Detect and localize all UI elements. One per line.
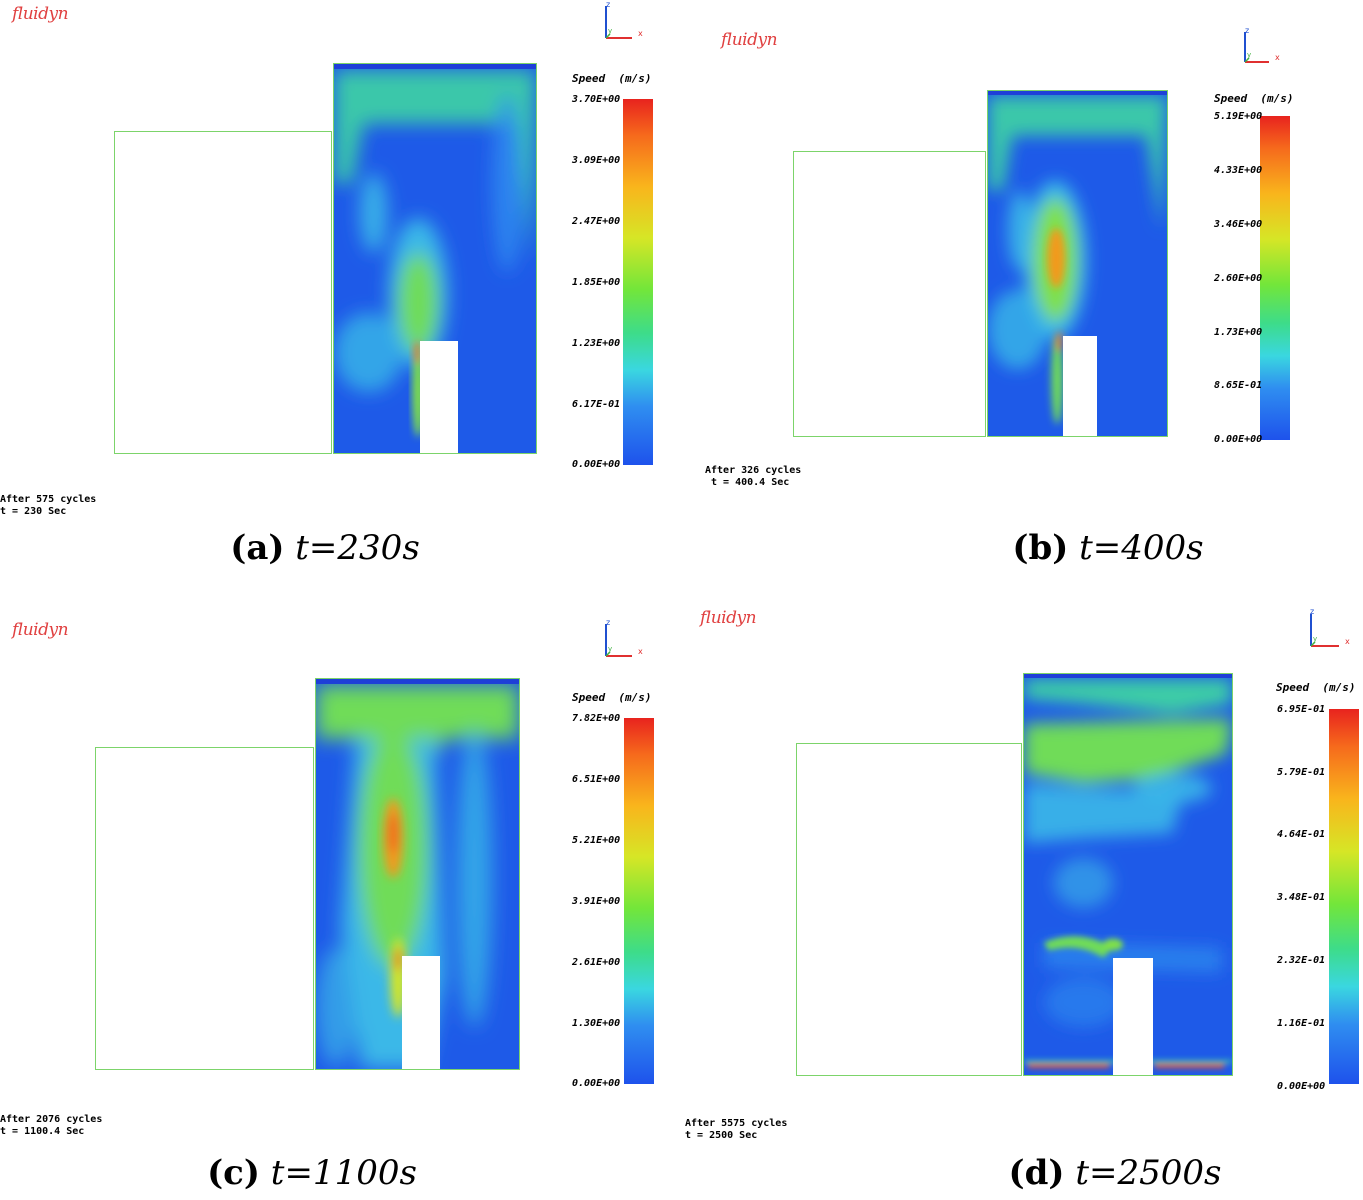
caption-label: (a) [230, 528, 285, 568]
cycles-info: After 2076 cycles [0, 1114, 103, 1125]
colorbar-tick: 0.00E+00 [572, 1078, 621, 1089]
speed-contour-field [987, 90, 1168, 437]
upwind-building-outline [793, 151, 986, 437]
z-axis-label: z [606, 618, 610, 627]
colorbar-tick: 6.17E-01 [572, 399, 621, 410]
x-axis-label: x [1275, 53, 1280, 62]
colorbar-tick: 1.85E+00 [572, 277, 621, 288]
time-info: t = 1100.4 Sec [0, 1126, 85, 1137]
colorbar-tick: 6.51E+00 [572, 774, 621, 785]
axis-triad-icon: z x y [1244, 26, 1280, 63]
colorbar-title: Speed (m/s) [572, 72, 652, 85]
colorbar-tick: 7.82E+00 [572, 713, 621, 724]
colorbar-title: Speed (m/s) [572, 691, 652, 704]
time-info: t = 230 Sec [0, 506, 67, 517]
z-axis-label: z [1310, 607, 1314, 616]
y-axis-label: y [608, 27, 612, 35]
caption-time: t=230s [295, 528, 420, 568]
cycles-info: After 575 cycles [0, 494, 97, 505]
colorbar-title: Speed (m/s) [1214, 92, 1294, 105]
colorbar-tick: 3.48E-01 [1277, 892, 1326, 903]
axis-triad-icon: z x y [1310, 607, 1350, 647]
colorbar-tick: 0.00E+00 [1214, 434, 1263, 445]
fluidyn-logo: fluidyn [721, 30, 778, 50]
caption-label: (d) [1008, 1153, 1065, 1193]
colorbar-tick: 2.61E+00 [572, 957, 621, 968]
fluidyn-logo: fluidyn [12, 620, 69, 640]
x-axis-label: x [638, 29, 643, 38]
fluidyn-logo: fluidyn [700, 608, 757, 628]
source-obstacle [1063, 336, 1097, 436]
colorbar [1329, 709, 1359, 1084]
time-info: t = 400.4 Sec [705, 477, 790, 488]
colorbar [1260, 116, 1290, 440]
colorbar-tick: 3.46E+00 [1214, 219, 1263, 230]
axis-triad-icon: z x y [605, 0, 643, 39]
panel-caption: (a) t=230s [165, 528, 485, 568]
speed-contour-field [1023, 673, 1233, 1076]
cycles-info: After 5575 cycles [685, 1118, 788, 1129]
caption-time: t=400s [1079, 528, 1204, 568]
panel-caption: (b) t=400s [948, 528, 1268, 568]
time-info: t = 2500 Sec [685, 1130, 758, 1141]
colorbar-tick: 1.16E-01 [1277, 1018, 1326, 1029]
colorbar-tick: 6.95E-01 [1277, 704, 1326, 715]
colorbar-tick: 1.23E+00 [572, 338, 621, 349]
upwind-building-outline [114, 131, 332, 454]
y-axis-label: y [1313, 635, 1317, 643]
colorbar-tick: 5.19E+00 [1214, 111, 1263, 122]
cycles-info: After 326 cycles [705, 465, 802, 476]
colorbar-tick: 3.91E+00 [572, 896, 621, 907]
colorbar-tick: 2.32E-01 [1277, 955, 1326, 966]
colorbar-tick: 4.33E+00 [1214, 165, 1263, 176]
colorbar-tick: 3.70E+00 [572, 94, 621, 105]
y-axis-label: y [1247, 51, 1251, 59]
upwind-building-outline [95, 747, 314, 1070]
colorbar-tick: 8.65E-01 [1214, 380, 1263, 391]
colorbar-tick: 4.64E-01 [1277, 829, 1326, 840]
colorbar-tick: 1.73E+00 [1214, 327, 1263, 338]
colorbar-tick: 2.60E+00 [1214, 273, 1263, 284]
speed-contour-field [315, 678, 520, 1070]
z-axis-label: z [1245, 26, 1249, 35]
colorbar-tick: 5.79E-01 [1277, 767, 1326, 778]
colorbar-tick: 5.21E+00 [572, 835, 621, 846]
caption-time: t=2500s [1075, 1153, 1222, 1193]
panel-c: fluidyn z x y [0, 600, 680, 1200]
upwind-building-outline [796, 743, 1022, 1076]
caption-label: (c) [207, 1153, 260, 1193]
panel-b: fluidyn z x y [683, 0, 1363, 600]
y-axis-label: y [608, 645, 612, 653]
z-axis-label: z [606, 0, 610, 9]
panel-d: fluidyn z x y [683, 600, 1363, 1200]
panel-caption: (c) t=1100s [152, 1153, 472, 1193]
colorbar-tick: 0.00E+00 [1277, 1081, 1326, 1092]
colorbar-tick: 0.00E+00 [572, 459, 621, 470]
fluidyn-logo: fluidyn [12, 4, 69, 24]
colorbar-tick: 3.09E+00 [572, 155, 621, 166]
caption-time: t=1100s [270, 1153, 417, 1193]
speed-contour-field [333, 63, 537, 454]
source-obstacle [402, 956, 440, 1069]
colorbar [623, 99, 653, 465]
x-axis-label: x [1345, 637, 1350, 646]
source-obstacle [1113, 958, 1153, 1075]
caption-label: (b) [1012, 528, 1069, 568]
axis-triad-icon: z x y [605, 618, 643, 657]
colorbar [624, 718, 654, 1084]
colorbar-title: Speed (m/s) [1276, 681, 1356, 694]
colorbar-tick: 1.30E+00 [572, 1018, 621, 1029]
colorbar-tick: 2.47E+00 [572, 216, 621, 227]
x-axis-label: x [638, 647, 643, 656]
panel-a: fluidyn z x y [0, 0, 680, 600]
source-obstacle [420, 341, 458, 453]
panel-caption: (d) t=2500s [955, 1153, 1275, 1193]
